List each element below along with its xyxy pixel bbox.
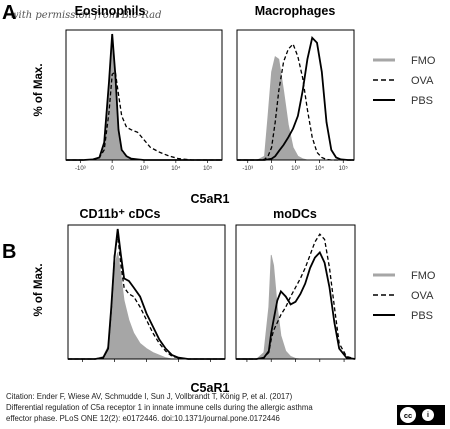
panel-title-modcs: moDCs xyxy=(273,207,317,221)
x-tick-label: 10⁵ xyxy=(203,165,213,172)
citation-line: Citation: Ender F, Wiese AV, Schmudde I,… xyxy=(6,392,293,401)
x-tick-label: 10³ xyxy=(291,166,300,172)
series-fmo-eosinophils xyxy=(66,42,222,161)
legend-label-fmo: FMO xyxy=(411,270,436,282)
x-tick-label: -10³ xyxy=(242,166,253,172)
panel-title-eosinophils: Eosinophils xyxy=(75,4,146,18)
y-axis-label-a: % of Max. xyxy=(33,63,45,116)
histogram-eosinophils: -10³ 0 10³ 10⁴ 10⁵ xyxy=(65,29,223,172)
x-tick-label: 10⁴ xyxy=(315,165,325,172)
legend-label-ova: OVA xyxy=(411,290,434,302)
x-axis-label-b: C5aR1 xyxy=(191,381,230,395)
x-tick-label: 0 xyxy=(270,166,274,172)
y-axis-label-b: % of Max. xyxy=(33,263,45,316)
series-ova-eosinophils xyxy=(66,70,222,161)
watermark-text: with permission from Bio-Rad xyxy=(10,10,162,21)
series-ova-macrophages xyxy=(237,42,354,161)
series-fmo-modcs xyxy=(236,254,355,360)
series-pbs-modcs xyxy=(236,250,356,360)
x-tick-label: 10⁵ xyxy=(339,165,349,172)
histogram-macrophages: -10³ 0 10³ 10⁴ 10⁵ xyxy=(236,29,355,172)
legend-label-ova: OVA xyxy=(411,75,434,87)
plot-frame xyxy=(236,29,355,161)
series-pbs-macrophages xyxy=(237,35,354,161)
citation: Citation: Ender F, Wiese AV, Schmudde I,… xyxy=(6,391,391,424)
series-ova-cd11b-cdcs xyxy=(68,235,225,360)
panel-title-macrophages: Macrophages xyxy=(255,4,336,18)
citation-line: Differential regulation of C5a receptor … xyxy=(6,403,313,412)
series-pbs-cd11b-cdcs xyxy=(68,228,225,360)
legend-label-pbs: PBS xyxy=(411,310,433,322)
series-pbs-eosinophils xyxy=(66,33,222,161)
x-tick-label: 0 xyxy=(110,166,114,172)
panel-title-cd11b-cdcs: CD11b⁺ cDCs xyxy=(80,207,161,221)
series-fmo-macrophages xyxy=(237,56,354,161)
legend-label-fmo: FMO xyxy=(411,55,436,67)
histogram-modcs xyxy=(235,224,356,362)
x-tick-label: 10³ xyxy=(140,166,149,172)
legend-label-pbs: PBS xyxy=(411,95,433,107)
cc-by-license-badge[interactable]: cc i xyxy=(397,405,445,425)
x-tick-label: -10³ xyxy=(75,166,86,172)
histogram-cd11b-cdcs xyxy=(67,224,226,362)
plot-frame xyxy=(67,224,226,360)
attribution-icon: i xyxy=(422,409,434,421)
legend-a: FMO OVA PBS xyxy=(373,55,436,107)
panel-letter-b: B xyxy=(2,241,16,263)
legend-b: FMO OVA PBS xyxy=(373,270,436,322)
x-tick-label: 10⁴ xyxy=(171,165,181,172)
cc-icon: cc xyxy=(400,407,416,423)
panel-letter-a: A xyxy=(2,2,16,24)
citation-line: effector phase. PLoS ONE 12(2): e0172446… xyxy=(6,414,280,423)
series-fmo-cd11b-cdcs xyxy=(68,252,225,360)
x-axis-label-a: C5aR1 xyxy=(191,192,230,206)
